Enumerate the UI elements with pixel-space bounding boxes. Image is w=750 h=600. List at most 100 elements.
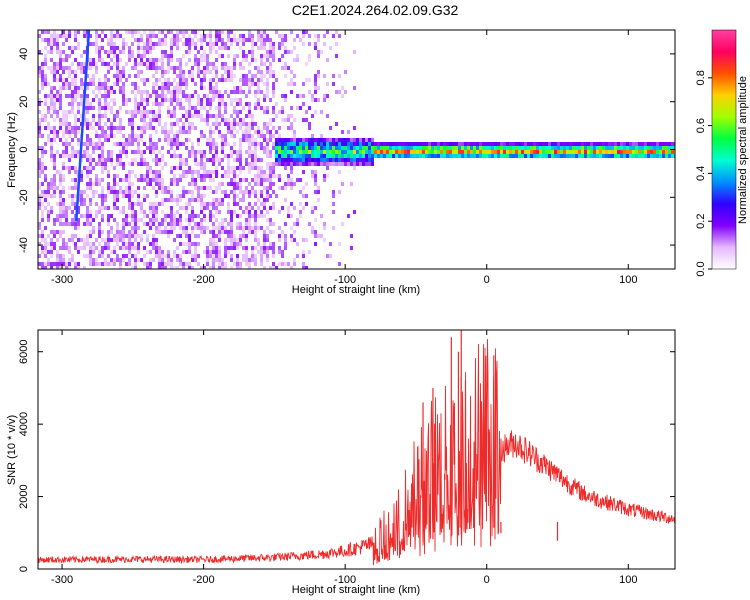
heatmap-cell (149, 62, 152, 66)
heatmap-cell (56, 78, 59, 82)
heatmap-cell (239, 150, 242, 154)
heatmap-cell (332, 194, 335, 198)
heatmap-cell (299, 154, 302, 158)
heatmap-cell (140, 130, 143, 134)
heatmap-cell (116, 54, 119, 58)
heatmap-cell (131, 218, 134, 222)
heatmap-cell (197, 114, 200, 118)
heatmap-cell (323, 42, 326, 46)
heatmap-cell (149, 110, 152, 114)
heatmap-cell (545, 142, 548, 146)
heatmap-cell (383, 146, 386, 150)
heatmap-cell (101, 146, 104, 150)
heatmap-cell (41, 194, 44, 198)
heatmap-cell (152, 202, 155, 206)
heatmap-cell (503, 150, 506, 154)
heatmap-cell (80, 214, 83, 218)
heatmap-cell (227, 130, 230, 134)
heatmap-cell (83, 242, 86, 246)
heatmap-cell (650, 150, 653, 154)
heatmap-cell (221, 230, 224, 234)
heatmap-cell (290, 70, 293, 74)
heatmap-cell (245, 74, 248, 78)
heatmap-cell (395, 142, 398, 146)
heatmap-cell (248, 70, 251, 74)
heatmap-cell (332, 142, 335, 146)
heatmap-cell (176, 118, 179, 122)
heatmap-cell (284, 94, 287, 98)
heatmap-cell (263, 238, 266, 242)
heatmap-cell (224, 142, 227, 146)
heatmap-cell (215, 170, 218, 174)
heatmap-cell (236, 262, 239, 266)
heatmap-cell (107, 42, 110, 46)
heatmap-cell (59, 86, 62, 90)
heatmap-cell (128, 170, 131, 174)
heatmap-cell (236, 242, 239, 246)
heatmap-cell (605, 154, 608, 158)
heatmap-cell (152, 62, 155, 66)
heatmap-cell (353, 150, 356, 154)
heatmap-cell (95, 70, 98, 74)
heatmap-cell (341, 94, 344, 98)
heatmap-cell (128, 202, 131, 206)
heatmap-cell (620, 154, 623, 158)
heatmap-cell (242, 106, 245, 110)
heatmap-cell (191, 74, 194, 78)
heatmap-cell (77, 110, 80, 114)
heatmap-cell (179, 242, 182, 246)
heatmap-cell (665, 154, 668, 158)
heatmap-cell (233, 170, 236, 174)
heatmap-cell (113, 206, 116, 210)
heatmap-cell (524, 146, 527, 150)
heatmap-cell (101, 142, 104, 146)
heatmap-cell (80, 78, 83, 82)
heatmap-cell (116, 58, 119, 62)
heatmap-cell (194, 242, 197, 246)
heatmap-cell (296, 138, 299, 142)
heatmap-cell (197, 98, 200, 102)
heatmap-cell (101, 186, 104, 190)
heatmap-cell (113, 54, 116, 58)
heatmap-cell (227, 154, 230, 158)
heatmap-cell (557, 142, 560, 146)
heatmap-cell (230, 210, 233, 214)
heatmap-cell (53, 118, 56, 122)
heatmap-cell (347, 146, 350, 150)
heatmap-cell (251, 46, 254, 50)
heatmap-cell (113, 202, 116, 206)
heatmap-cell (212, 98, 215, 102)
heatmap-cell (209, 266, 212, 269)
heatmap-cell (587, 150, 590, 154)
heatmap-cell (101, 250, 104, 254)
heatmap-cell (164, 254, 167, 258)
heatmap-cell (296, 154, 299, 158)
snr-line (38, 338, 675, 566)
heatmap-cell (248, 194, 251, 198)
heatmap-cell (278, 42, 281, 46)
heatmap-cell (104, 78, 107, 82)
heatmap-cell (113, 90, 116, 94)
heatmap-cell (173, 250, 176, 254)
heatmap-cell (665, 146, 668, 150)
heatmap-cell (164, 138, 167, 142)
heatmap-cell (110, 126, 113, 130)
heatmap-cell (284, 66, 287, 70)
heatmap-cell (215, 250, 218, 254)
heatmap-cell (206, 186, 209, 190)
heatmap-cell (626, 150, 629, 154)
heatmap-cell (209, 42, 212, 46)
heatmap-cell (506, 146, 509, 150)
heatmap-cell (215, 94, 218, 98)
heatmap-cell (242, 90, 245, 94)
heatmap-cell (239, 138, 242, 142)
heatmap-cell (197, 62, 200, 66)
heatmap-cell (176, 122, 179, 126)
heatmap-cell (479, 142, 482, 146)
heatmap-cell (137, 46, 140, 50)
heatmap-cell (80, 178, 83, 182)
heatmap-cell (293, 138, 296, 142)
heatmap-cell (551, 142, 554, 146)
heatmap-cell (335, 138, 338, 142)
heatmap-cell (590, 142, 593, 146)
